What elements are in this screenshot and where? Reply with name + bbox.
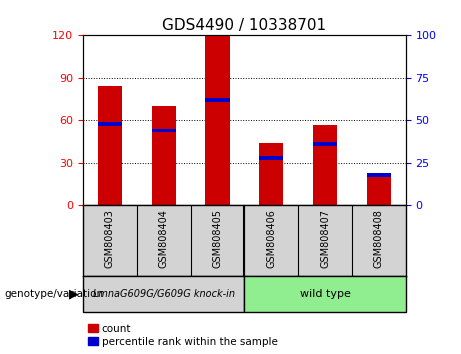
Bar <box>244 276 406 312</box>
Text: ▶: ▶ <box>69 287 78 300</box>
Text: GSM808403: GSM808403 <box>105 209 115 268</box>
Text: GSM808406: GSM808406 <box>266 209 276 268</box>
Text: GSM808408: GSM808408 <box>374 209 384 268</box>
Title: GDS4490 / 10338701: GDS4490 / 10338701 <box>162 18 326 33</box>
Bar <box>205 98 230 102</box>
Bar <box>98 122 122 126</box>
Bar <box>152 106 176 205</box>
Bar <box>83 276 244 312</box>
Bar <box>98 86 122 205</box>
Bar <box>259 156 284 160</box>
Legend: count, percentile rank within the sample: count, percentile rank within the sample <box>88 324 278 347</box>
Text: GSM808404: GSM808404 <box>159 209 169 268</box>
Bar <box>259 143 284 205</box>
Bar <box>313 125 337 205</box>
Text: LmnaG609G/G609G knock-in: LmnaG609G/G609G knock-in <box>93 289 235 299</box>
Text: GSM808407: GSM808407 <box>320 209 330 268</box>
Text: GSM808405: GSM808405 <box>213 209 223 268</box>
Text: genotype/variation: genotype/variation <box>5 289 104 299</box>
Bar <box>313 142 337 146</box>
Bar <box>366 173 391 177</box>
Bar <box>366 174 391 205</box>
Bar <box>152 129 176 132</box>
Bar <box>205 35 230 205</box>
Text: wild type: wild type <box>300 289 350 299</box>
